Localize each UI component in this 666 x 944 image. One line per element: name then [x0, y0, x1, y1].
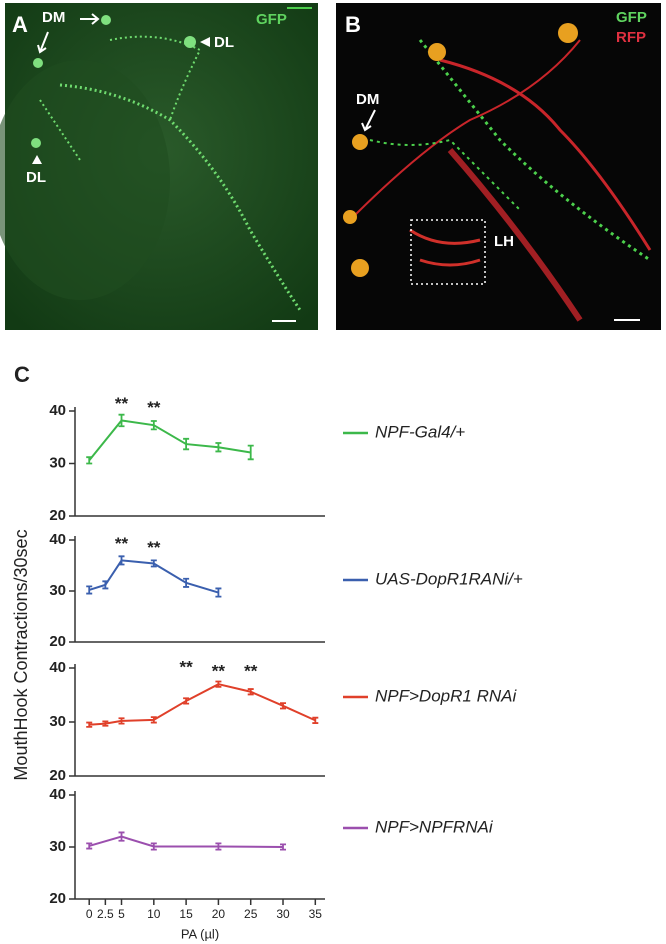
- y-tick-label: 40: [49, 786, 66, 803]
- y-tick-label: 20: [49, 633, 66, 650]
- panel-label: A: [12, 12, 28, 37]
- x-tick-label: 20: [212, 907, 226, 921]
- y-tick-label: 40: [49, 531, 66, 548]
- y-tick-label: 40: [49, 402, 66, 419]
- image-label: DM: [356, 91, 379, 108]
- legend-label: NPF>DopR1 RNAi: [375, 686, 517, 705]
- y-tick-label: 20: [49, 890, 66, 907]
- y-tick-label: 20: [49, 767, 66, 784]
- x-tick-label: 25: [244, 907, 258, 921]
- error-bar: [150, 842, 157, 851]
- data-line: [88, 419, 251, 461]
- error-bar: [150, 420, 157, 431]
- data-line: [88, 835, 284, 848]
- error-bar: [247, 444, 254, 461]
- image-label: DM: [42, 9, 65, 26]
- error-bar: [86, 842, 93, 850]
- y-axis-label: MouthHook Contractions/30sec: [11, 529, 31, 780]
- error-bar: [312, 716, 319, 724]
- panel-b-image: [336, 3, 661, 330]
- y-tick-label: 20: [49, 507, 66, 524]
- error-bar: [280, 843, 287, 851]
- panel-label: C: [14, 362, 30, 387]
- image-label: GFP: [616, 9, 647, 26]
- y-tick-label: 30: [49, 713, 66, 730]
- error-bar: [215, 680, 222, 688]
- error-bar: [86, 456, 93, 465]
- significance: **: [244, 662, 258, 681]
- x-tick-label: 15: [179, 907, 193, 921]
- x-tick-label: 10: [147, 907, 161, 921]
- error-bar: [215, 842, 222, 851]
- x-tick-label: 35: [309, 907, 323, 921]
- x-tick-label: 0: [86, 907, 93, 921]
- significance: **: [115, 534, 129, 553]
- error-bar: [247, 688, 254, 696]
- significance: **: [147, 538, 161, 557]
- error-bar: [215, 587, 222, 598]
- legend-label: NPF-Gal4/+: [375, 422, 465, 441]
- x-axis-label: PA (µl): [181, 926, 219, 941]
- image-label: RFP: [616, 29, 646, 46]
- error-bar: [118, 555, 125, 566]
- significance: **: [212, 662, 226, 681]
- panel-a-image: [0, 3, 318, 330]
- image-label: LH: [494, 233, 514, 250]
- error-bar: [280, 702, 287, 710]
- error-bar: [183, 437, 190, 451]
- significance: **: [147, 398, 161, 417]
- significance: **: [115, 394, 129, 413]
- image-label: GFP: [256, 11, 287, 28]
- error-bar: [118, 717, 125, 725]
- x-tick-label: 30: [276, 907, 290, 921]
- panel-label: B: [345, 12, 361, 37]
- error-bar: [183, 577, 190, 588]
- error-bar: [102, 580, 109, 590]
- error-bar: [150, 716, 157, 724]
- image-label: DL: [214, 34, 234, 51]
- error-bar: [86, 585, 93, 595]
- error-bar: [183, 697, 190, 705]
- legend-label: NPF>NPFRNAi: [375, 817, 494, 836]
- error-bar: [150, 559, 157, 568]
- data-line: [88, 559, 219, 594]
- error-bar: [102, 720, 109, 727]
- y-tick-label: 30: [49, 454, 66, 471]
- x-tick-label: 5: [118, 907, 125, 921]
- y-tick-label: 30: [49, 582, 66, 599]
- error-bar: [215, 442, 222, 453]
- image-label: DL: [26, 169, 46, 186]
- error-bar: [86, 721, 93, 728]
- y-tick-label: 40: [49, 659, 66, 676]
- y-tick-label: 30: [49, 838, 66, 855]
- x-tick-label: 2.5: [97, 907, 114, 921]
- error-bar: [118, 831, 125, 842]
- significance: **: [179, 658, 193, 677]
- error-bar: [118, 413, 125, 428]
- legend-label: UAS-DopR1RANi/+: [375, 569, 523, 588]
